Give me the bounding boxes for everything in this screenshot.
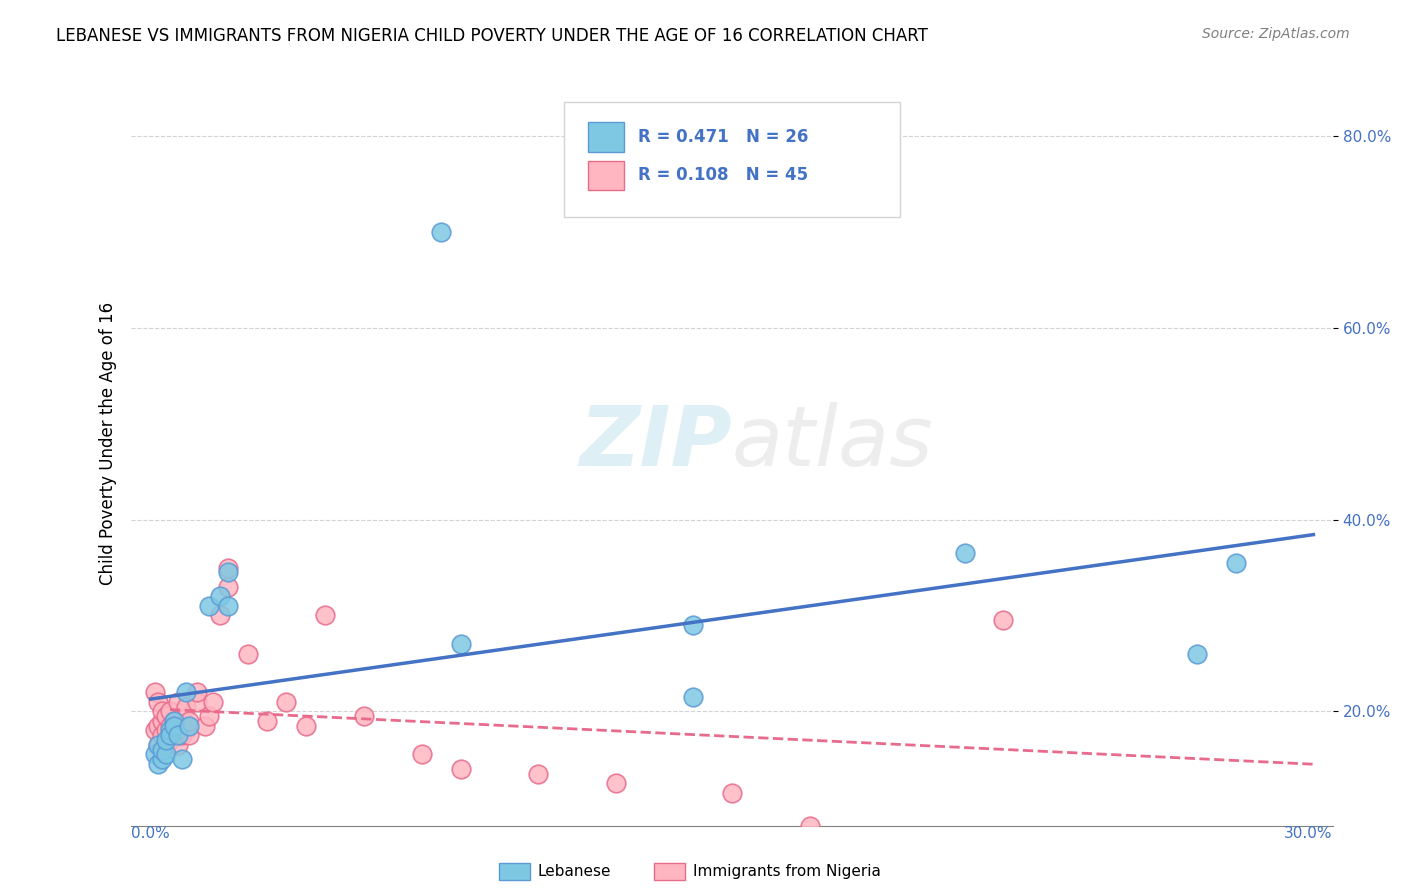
Point bbox=[143, 723, 166, 738]
Point bbox=[166, 728, 188, 742]
Point bbox=[194, 719, 217, 733]
Point bbox=[353, 709, 375, 723]
Point bbox=[163, 714, 186, 728]
Point bbox=[150, 742, 173, 756]
Point bbox=[682, 618, 704, 632]
Point bbox=[450, 762, 472, 776]
Point bbox=[256, 714, 278, 728]
Text: R = 0.108   N = 45: R = 0.108 N = 45 bbox=[638, 167, 808, 185]
Point bbox=[276, 695, 298, 709]
Point bbox=[148, 738, 170, 752]
Point bbox=[148, 757, 170, 772]
Point bbox=[799, 819, 821, 833]
Point bbox=[166, 695, 188, 709]
Point bbox=[527, 766, 550, 780]
Text: 0.0%: 0.0% bbox=[131, 826, 170, 841]
Point bbox=[150, 728, 173, 742]
Point bbox=[450, 637, 472, 651]
Point bbox=[721, 786, 744, 800]
FancyBboxPatch shape bbox=[588, 161, 624, 190]
FancyBboxPatch shape bbox=[564, 102, 900, 217]
Point bbox=[217, 566, 239, 580]
Point bbox=[159, 704, 181, 718]
Point bbox=[682, 690, 704, 704]
Point bbox=[170, 728, 193, 742]
Point bbox=[209, 590, 232, 604]
Point bbox=[201, 695, 224, 709]
Text: Immigrants from Nigeria: Immigrants from Nigeria bbox=[693, 864, 882, 879]
Point bbox=[605, 776, 627, 790]
Point bbox=[148, 695, 170, 709]
Y-axis label: Child Poverty Under the Age of 16: Child Poverty Under the Age of 16 bbox=[100, 301, 117, 584]
Point bbox=[236, 647, 259, 661]
Point bbox=[166, 738, 188, 752]
Point bbox=[993, 613, 1015, 627]
Point bbox=[155, 738, 177, 752]
Point bbox=[170, 752, 193, 766]
Point bbox=[159, 723, 181, 738]
Point bbox=[179, 728, 201, 742]
Text: R = 0.471   N = 26: R = 0.471 N = 26 bbox=[638, 128, 808, 146]
Point bbox=[159, 719, 181, 733]
Text: LEBANESE VS IMMIGRANTS FROM NIGERIA CHILD POVERTY UNDER THE AGE OF 16 CORRELATIO: LEBANESE VS IMMIGRANTS FROM NIGERIA CHIL… bbox=[56, 27, 928, 45]
Point bbox=[150, 704, 173, 718]
Point bbox=[155, 709, 177, 723]
Point bbox=[143, 685, 166, 699]
Point bbox=[197, 599, 219, 613]
Point bbox=[150, 752, 173, 766]
Point bbox=[179, 719, 201, 733]
Point bbox=[179, 714, 201, 728]
Point bbox=[148, 719, 170, 733]
Point bbox=[170, 719, 193, 733]
Point bbox=[197, 709, 219, 723]
Text: ZIP: ZIP bbox=[579, 402, 733, 483]
Point bbox=[186, 685, 208, 699]
Point bbox=[174, 685, 197, 699]
Text: atlas: atlas bbox=[733, 402, 934, 483]
Point bbox=[174, 699, 197, 714]
Point bbox=[1185, 647, 1208, 661]
Text: Lebanese: Lebanese bbox=[537, 864, 610, 879]
Point bbox=[155, 747, 177, 762]
Point bbox=[1225, 556, 1247, 570]
Point bbox=[159, 733, 181, 747]
Point bbox=[159, 728, 181, 742]
Point bbox=[155, 723, 177, 738]
Point bbox=[209, 608, 232, 623]
FancyBboxPatch shape bbox=[588, 122, 624, 152]
Point bbox=[411, 747, 433, 762]
Text: 30.0%: 30.0% bbox=[1284, 826, 1333, 841]
Point bbox=[430, 225, 453, 239]
Point bbox=[148, 738, 170, 752]
Point bbox=[143, 747, 166, 762]
Point bbox=[163, 728, 186, 742]
Point bbox=[163, 719, 186, 733]
Point bbox=[217, 580, 239, 594]
Point bbox=[186, 695, 208, 709]
Point bbox=[155, 733, 177, 747]
Point bbox=[953, 546, 976, 560]
Point bbox=[163, 714, 186, 728]
Point bbox=[294, 719, 316, 733]
Text: Source: ZipAtlas.com: Source: ZipAtlas.com bbox=[1202, 27, 1350, 41]
Point bbox=[217, 560, 239, 574]
Point bbox=[150, 714, 173, 728]
Point bbox=[217, 599, 239, 613]
Point bbox=[174, 723, 197, 738]
Point bbox=[314, 608, 336, 623]
